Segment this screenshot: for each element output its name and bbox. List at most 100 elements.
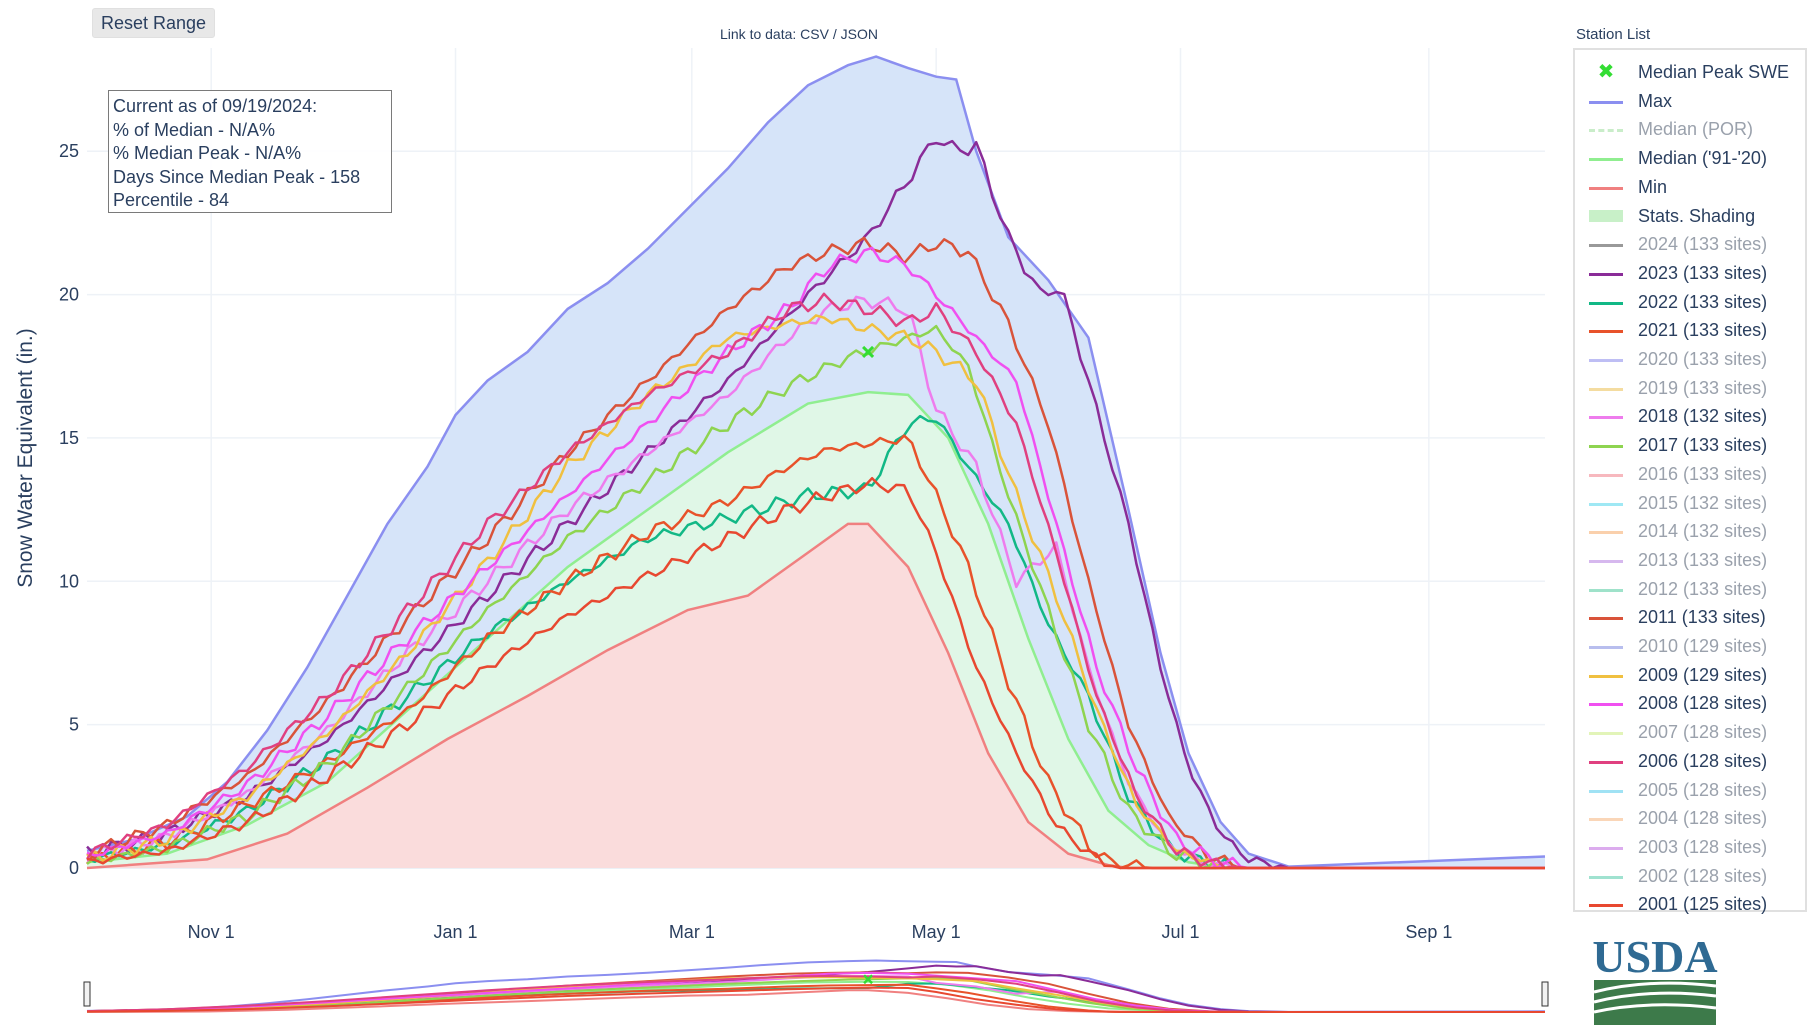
legend-line-swatch [1589,330,1623,334]
y-tick-label: 20 [59,285,79,305]
legend-item[interactable]: 2002 (128 sites) [1575,862,1805,890]
legend-item[interactable]: 2011 (133 sites) [1575,603,1805,631]
legend-line-swatch [1589,789,1623,793]
legend-shade-swatch [1589,209,1623,222]
legend-label: 2021 (133 sites) [1638,320,1768,341]
range-slider-right-handle[interactable] [1541,981,1549,1007]
legend-line-swatch [1589,875,1623,879]
legend-label: 2013 (133 sites) [1638,549,1768,570]
legend-item[interactable]: 2004 (128 sites) [1575,804,1805,832]
legend-item[interactable]: ✖ Median Peak SWE [1597,61,1790,83]
legend-line-swatch [1589,760,1623,764]
range-slider-left-handle[interactable] [83,981,91,1007]
legend-label: 2007 (128 sites) [1638,722,1768,743]
legend-item[interactable]: 2006 (128 sites) [1575,747,1805,775]
legend-item[interactable]: 2017 (133 sites) [1575,431,1805,459]
legend-line-swatch [1589,387,1623,391]
legend-label: 2002 (128 sites) [1638,865,1768,886]
csv-link[interactable]: CSV [800,26,829,42]
status-pct-median: % of Median - N/A% [113,119,276,140]
legend-line-swatch [1589,158,1623,162]
legend-label: 2018 (132 sites) [1638,406,1768,427]
series-2009 [86,314,1545,870]
legend-label: 2024 (133 sites) [1638,234,1768,255]
legend-line-swatch [1589,301,1623,305]
legend-item[interactable]: 2014 (132 sites) [1575,517,1805,545]
legend-line-swatch [1589,100,1623,104]
json-link[interactable]: JSON [840,26,878,42]
status-percentile: Percentile - 84 [113,190,230,210]
series-2022 [86,414,1545,870]
series-2011 [86,236,1545,870]
legend-title: Station List [1576,26,1651,43]
series-2006 [85,292,1545,870]
legend-item[interactable]: 2010 (129 sites) [1575,632,1805,660]
legend-item[interactable]: 2016 (133 sites) [1575,460,1805,488]
legend-item[interactable]: Stats. Shading [1575,202,1805,230]
range-slider-series [86,971,1545,1013]
legend-line-swatch [1589,588,1623,592]
legend-item[interactable]: 2015 (132 sites) [1575,489,1805,517]
y-tick-label: 0 [69,858,79,878]
legend-line-swatch [1589,646,1623,649]
data-link-separator: / [828,26,841,42]
legend-label: 2015 (132 sites) [1638,492,1768,513]
legend-item[interactable]: 2019 (133 sites) [1575,374,1805,402]
legend-line-swatch [1589,703,1623,707]
legend-item[interactable]: Min [1575,173,1805,201]
legend-item[interactable]: Median (POR) [1575,115,1805,143]
legend-item[interactable]: 2018 (132 sites) [1575,402,1805,430]
legend-label: 2022 (133 sites) [1638,291,1768,312]
legend-line-swatch [1589,129,1623,133]
reset-range-button[interactable]: Reset Range [92,8,216,38]
legend-line-swatch [1589,473,1623,477]
legend-item[interactable]: 2005 (128 sites) [1575,776,1805,804]
legend-line-swatch [1589,559,1623,563]
data-link-prefix: Link to data: [720,26,801,42]
legend-item[interactable]: 2023 (133 sites) [1575,259,1805,287]
legend-label: Stats. Shading [1638,205,1756,226]
usda-field-shape [1594,980,1716,1025]
legend-item[interactable]: 2009 (129 sites) [1575,661,1805,689]
x-tick-label: Nov 1 [188,922,235,942]
legend-item[interactable]: 2008 (128 sites) [1575,689,1805,717]
legend-label: 2009 (129 sites) [1638,664,1768,685]
status-box: Current as of 09/19/2024: % of Median - … [108,90,392,213]
legend-label: 2017 (133 sites) [1638,435,1768,456]
legend-item[interactable]: 2001 (125 sites) [1575,890,1805,918]
y-tick-label: 25 [59,141,79,161]
legend-item[interactable]: 2024 (133 sites) [1575,230,1805,258]
legend-item[interactable]: 2007 (128 sites) [1575,718,1805,746]
legend-label: 2014 (132 sites) [1638,521,1768,542]
status-days-since-peak: Days Since Median Peak - 158 [113,166,361,187]
legend-item[interactable]: 2012 (133 sites) [1575,575,1805,603]
range-slider-band [86,989,1545,1013]
y-tick-label: 15 [59,428,79,448]
x-tick-label: Jul 1 [1161,922,1199,942]
legend-label: 2010 (129 sites) [1638,636,1768,656]
legend-item[interactable]: 2013 (133 sites) [1575,546,1805,574]
legend-item[interactable]: 2020 (133 sites) [1575,345,1805,373]
legend-line-swatch [1589,359,1623,362]
legend-item[interactable]: 2022 (133 sites) [1575,288,1805,316]
legend-item[interactable]: Max [1575,87,1805,115]
status-current-as-of: Current as of 09/19/2024: [113,96,318,116]
band-min [87,523,1545,868]
legend-item[interactable]: Median ('91-'20) [1575,144,1805,172]
legend-line-swatch [1589,272,1623,276]
legend-label: 2020 (133 sites) [1638,349,1768,369]
legend-item[interactable]: 2003 (128 sites) [1575,833,1805,861]
legend-line-swatch [1589,531,1623,535]
range-slider-series [86,974,1545,1013]
legend-item[interactable]: 2021 (133 sites) [1575,316,1805,344]
legend-label: 2016 (133 sites) [1638,463,1768,484]
legend-line-swatch [1589,445,1623,449]
series-2017 [86,324,1545,870]
x-tick-label: Sep 1 [1405,922,1452,942]
legend-line-swatch [1589,617,1623,621]
legend-line-swatch [1589,904,1623,908]
legend-label: 2011 (133 sites) [1638,607,1766,628]
range-slider-series [86,986,1545,1013]
legend-label: 2012 (133 sites) [1638,578,1768,599]
legend-label: Median Peak SWE [1638,62,1790,82]
